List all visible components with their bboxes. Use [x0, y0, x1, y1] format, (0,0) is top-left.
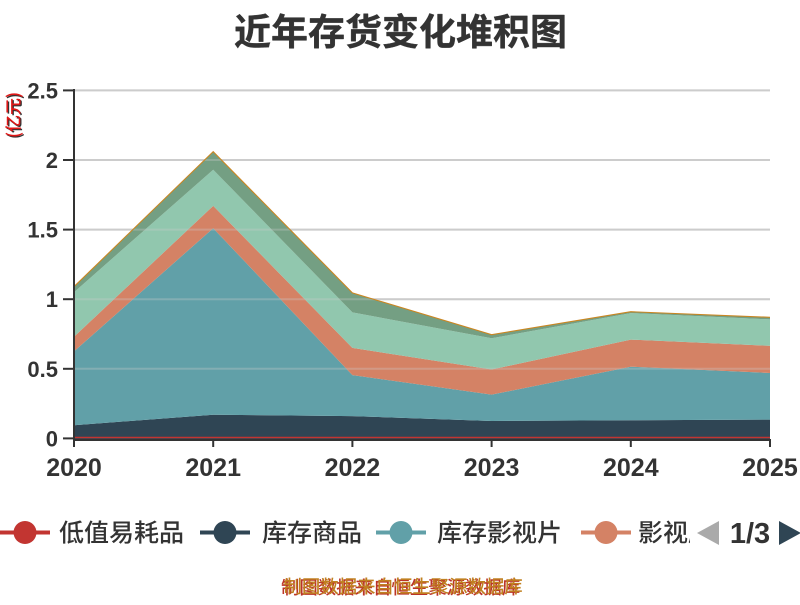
- svg-text:0.5: 0.5: [27, 357, 58, 382]
- svg-text:2: 2: [46, 148, 58, 173]
- svg-text:2.5: 2.5: [27, 78, 58, 103]
- svg-text:2024: 2024: [603, 454, 659, 482]
- svg-text:2023: 2023: [464, 454, 520, 482]
- svg-text:2022: 2022: [325, 454, 381, 482]
- svg-text:1.5: 1.5: [27, 218, 58, 243]
- svg-text:2021: 2021: [185, 454, 241, 482]
- svg-text:1/3: 1/3: [730, 518, 770, 550]
- svg-text:2020: 2020: [46, 454, 102, 482]
- svg-text:2025: 2025: [742, 454, 798, 482]
- svg-text:1: 1: [46, 287, 58, 312]
- svg-text:0: 0: [46, 426, 58, 451]
